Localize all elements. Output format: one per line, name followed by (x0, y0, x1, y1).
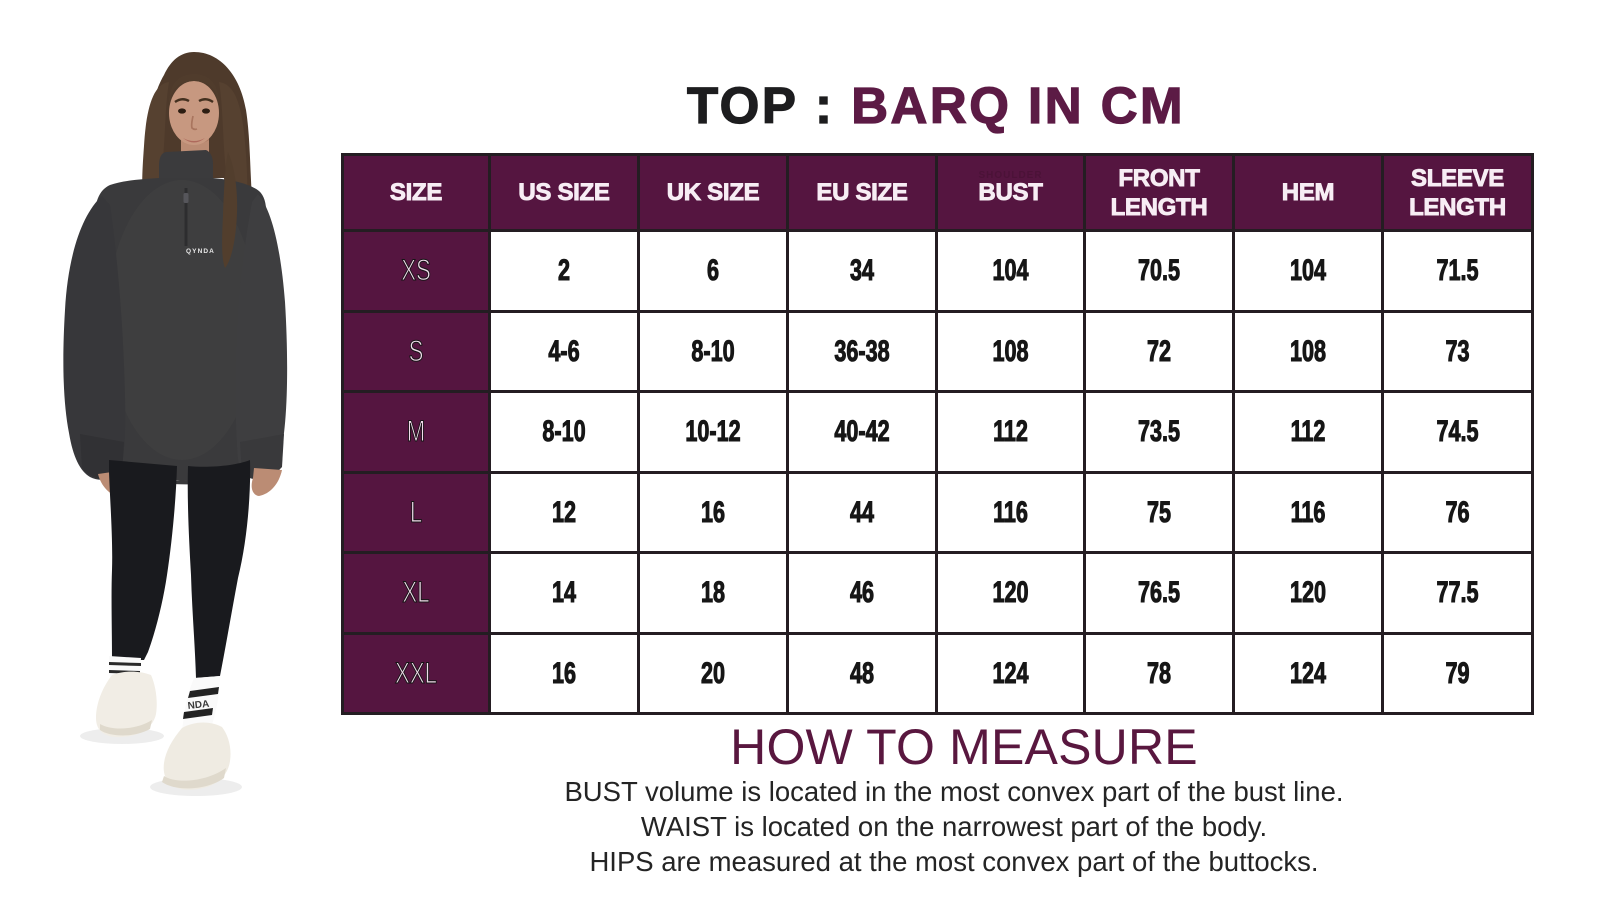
svg-text:NDA: NDA (187, 699, 210, 712)
svg-text:QYNDA: QYNDA (186, 248, 215, 255)
